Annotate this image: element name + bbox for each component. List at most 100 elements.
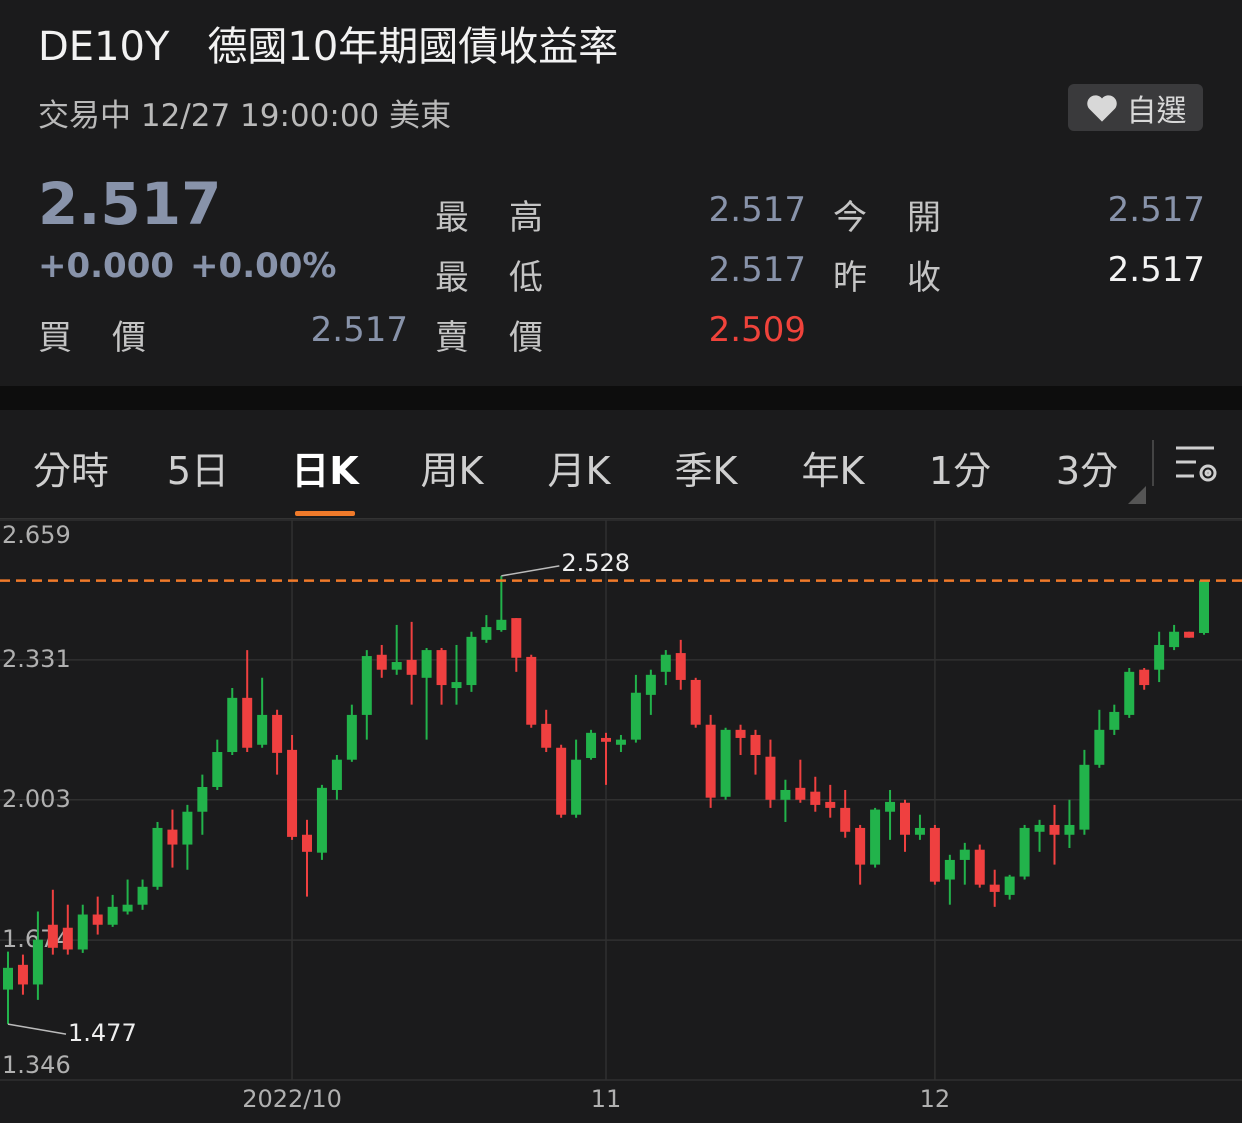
candle-body [3, 967, 13, 990]
more-indicator [1128, 486, 1146, 504]
candle-body [137, 886, 148, 905]
candle-body [92, 914, 103, 925]
section-gap [0, 386, 1242, 410]
stat-label: 今開 [833, 198, 981, 238]
tab[interactable]: 季K [674, 449, 738, 493]
candle-body [645, 674, 656, 695]
candle-body [765, 756, 776, 800]
candle-body [870, 809, 881, 865]
stat-label: 最低 [435, 258, 583, 298]
candle-body [541, 723, 552, 748]
tab[interactable]: 5日 [166, 449, 230, 493]
x-tick-label: 12 [920, 1085, 951, 1113]
tab[interactable]: 1分 [928, 449, 992, 493]
last-price: 2.517 [38, 170, 222, 238]
candle-body [914, 827, 925, 835]
candle-body [855, 827, 866, 865]
tab[interactable]: 月K [547, 449, 611, 493]
candle-body [1049, 824, 1060, 835]
candle-body [242, 697, 253, 748]
candle-body [227, 697, 238, 753]
candle-body [1139, 669, 1150, 686]
candle-body [885, 801, 896, 812]
watchlist-button[interactable]: 自選 [1068, 84, 1203, 131]
candle-body [17, 964, 28, 985]
stat-label: 昨收 [833, 258, 981, 298]
candle-body [720, 729, 731, 797]
heart-icon [1086, 94, 1117, 122]
candle-body [496, 619, 507, 631]
candle-body [32, 939, 43, 985]
candle-body [122, 904, 133, 912]
candle-body [331, 759, 342, 790]
candle-body [675, 653, 686, 680]
candle-body [376, 654, 387, 670]
candle-body [1199, 580, 1209, 634]
stat-value: 2.517 [1107, 190, 1205, 230]
candle-body [361, 656, 372, 715]
candle-body [1064, 824, 1075, 835]
period-tabs: 分時 5日 日K 周K 月K 季K 年K 1分 3分 [0, 410, 1242, 519]
candle-body [840, 807, 851, 832]
candle-body [601, 737, 611, 742]
candle-body [810, 791, 821, 805]
candle-body [1184, 631, 1195, 638]
candle-body [1019, 827, 1030, 877]
candle-body [571, 759, 582, 815]
symbol: DE10Y [38, 24, 170, 70]
candle-body [197, 786, 208, 812]
candle-body [436, 650, 447, 686]
candle-body [257, 714, 268, 745]
candle-body [630, 692, 641, 740]
candle-body [421, 650, 432, 678]
tab[interactable]: 3分 [1055, 449, 1119, 493]
stat-value: 2.517 [310, 310, 408, 350]
candle-body [1124, 671, 1135, 715]
candle-body [660, 654, 671, 672]
candle-body [959, 849, 970, 860]
trading-status: 交易中 12/27 19:00:00 美東 [38, 98, 452, 134]
candle-body [586, 732, 597, 758]
change-percent: +0.00% [190, 246, 337, 286]
tab[interactable]: 周K [420, 449, 484, 493]
candle-body [272, 714, 283, 753]
tab[interactable]: 年K [801, 449, 865, 493]
tab-divider [1152, 440, 1154, 486]
y-tick-label: 2.003 [2, 785, 71, 813]
candle-body [705, 724, 716, 798]
candle-body [77, 914, 88, 950]
candle-body [212, 752, 223, 787]
candle-body [1094, 729, 1105, 765]
candle-body [107, 906, 118, 925]
candle-body [974, 849, 985, 885]
y-tick-label: 2.331 [2, 645, 71, 673]
candle-body [900, 802, 910, 835]
candle-body [1079, 764, 1090, 830]
y-tick-label: 2.659 [2, 521, 71, 549]
candle-body [1154, 644, 1165, 670]
price-change: +0.000 +0.00% [38, 246, 337, 286]
stat-label: 買價 [38, 318, 186, 358]
x-tick-label: 11 [591, 1085, 622, 1113]
high-leader [501, 565, 560, 577]
candle-body [944, 859, 955, 880]
candle-body [556, 747, 567, 815]
candle-body [989, 884, 1000, 892]
settings-icon[interactable] [1172, 442, 1222, 490]
tab[interactable]: 日K [291, 449, 359, 493]
candle-body [481, 627, 492, 640]
stat-value: 2.517 [708, 190, 806, 230]
candle-body [406, 659, 417, 675]
low-label: 1.477 [68, 1019, 137, 1047]
candle-body [795, 787, 806, 800]
candle-body [1004, 876, 1015, 895]
candle-body [526, 656, 537, 725]
candle-body [735, 729, 746, 738]
candle-body [511, 618, 522, 658]
tab[interactable]: 分時 [32, 449, 110, 493]
candle-body [466, 636, 477, 686]
candle-body [316, 787, 327, 853]
candle-body [750, 734, 761, 756]
